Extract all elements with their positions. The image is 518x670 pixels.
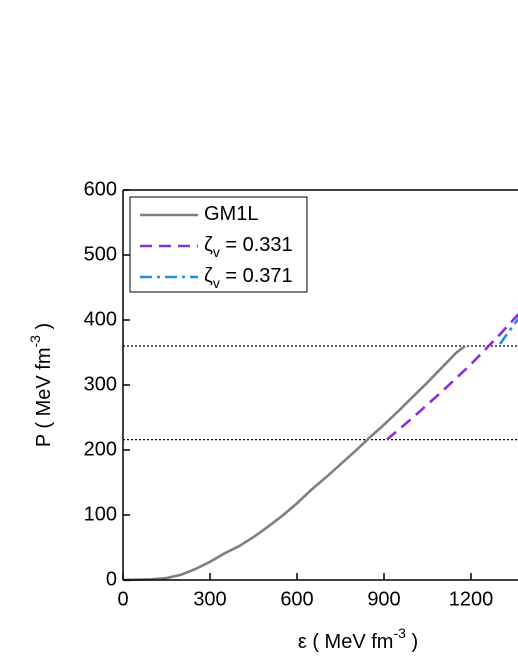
legend-sub: v — [213, 244, 220, 260]
legend-label: ζv = 0.331 — [204, 234, 293, 259]
x-tick-label: 300 — [193, 588, 226, 610]
legend-name: ζ — [204, 265, 213, 287]
y-tick-label: 600 — [84, 178, 117, 200]
y-tick-label: 0 — [106, 568, 117, 590]
series-line — [386, 312, 518, 441]
x-tick-label: 0 — [117, 588, 128, 610]
legend-name: ζ — [204, 234, 213, 256]
x-tick-label: 600 — [280, 588, 313, 610]
legend-label: ζv = 0.371 — [204, 265, 293, 290]
y-tick-label: 400 — [84, 308, 117, 330]
series-line — [122, 344, 466, 582]
legend-name: GM1L — [204, 203, 258, 225]
legend-label: GM1L — [204, 203, 258, 225]
x-axis-label-sup: -3 — [393, 625, 406, 641]
y-axis-label-text: P ( MeV fm — [33, 348, 55, 448]
x-axis-label-text: ε ( MeV fm — [298, 631, 394, 653]
x-axis-label: ε ( MeV fm-3 ) — [298, 625, 418, 654]
legend-rest: = 0.331 — [220, 234, 293, 256]
x-tick-label: 900 — [367, 588, 400, 610]
y-tick-label: 300 — [84, 373, 117, 395]
y-axis-label-suffix: ) — [33, 323, 55, 335]
series-line — [498, 317, 518, 345]
y-tick-label: 100 — [84, 503, 117, 525]
y-axis-label-sup: -3 — [27, 335, 43, 348]
legend-rest: = 0.371 — [220, 265, 293, 287]
x-tick-label: 1200 — [449, 588, 494, 610]
y-axis-label: P ( MeV fm-3 ) — [27, 323, 56, 447]
y-tick-label: 500 — [84, 243, 117, 265]
legend-sub: v — [213, 275, 220, 291]
y-tick-label: 200 — [84, 438, 117, 460]
x-axis-label-suffix: ) — [406, 631, 418, 653]
